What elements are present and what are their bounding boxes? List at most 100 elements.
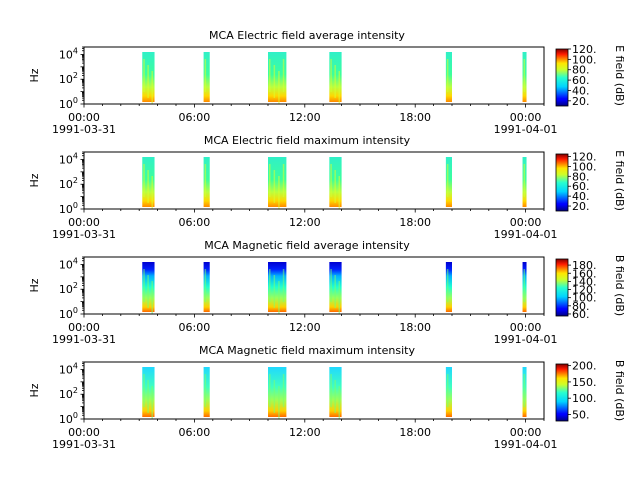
spectrogram-streak xyxy=(147,275,149,308)
colorbar xyxy=(555,363,569,422)
spectrogram-streak xyxy=(278,176,280,209)
spectrogram-streak xyxy=(151,281,153,314)
x-date-label: 1991-04-01 xyxy=(494,333,558,346)
colorbar xyxy=(555,153,569,212)
spectrogram-streak xyxy=(330,164,332,197)
colorbar-tick-label: 160. xyxy=(572,267,597,280)
spectrogram-streak xyxy=(147,170,149,203)
spectrogram-streak xyxy=(204,269,207,302)
panel-title: MCA Electric field maximum intensity xyxy=(204,134,411,147)
y-axis-label: Hz xyxy=(28,68,41,82)
spectrogram-block xyxy=(445,52,452,102)
spectrogram-streak xyxy=(330,269,332,302)
spectrogram-block xyxy=(142,52,155,104)
spectrogram-streak xyxy=(334,65,336,98)
spectrogram-block xyxy=(329,262,342,314)
colorbar-tick-label: 100. xyxy=(572,53,597,66)
spectrogram-streak xyxy=(446,164,449,197)
x-tick-label: 00:00 xyxy=(68,111,100,124)
x-tick-label: 12:00 xyxy=(289,216,321,229)
panel-2: MCA Electric field maximum intensity 100 1… xyxy=(28,134,626,241)
colorbar-tick-label: 40. xyxy=(572,190,590,203)
spectrogram-streak xyxy=(143,374,145,407)
spectrogram-block xyxy=(329,157,342,209)
colorbar-tick-label: 100. xyxy=(572,392,597,405)
spectrogram-streak xyxy=(338,386,341,419)
colorbar xyxy=(555,48,569,107)
x-date-label: 1991-03-31 xyxy=(52,333,116,346)
panel-4: MCA Magnetic field maximum intensity 100 1… xyxy=(28,344,626,451)
colorbar-tick-label: 200. xyxy=(572,360,597,373)
spectrogram-block xyxy=(522,367,527,417)
spectrogram-block xyxy=(142,157,155,209)
spectrogram-block xyxy=(203,262,210,312)
spectrogram-block xyxy=(268,367,287,419)
spectrogram-streak xyxy=(143,269,145,302)
x-tick-label: 18:00 xyxy=(399,216,431,229)
y-tick-label: 102 xyxy=(59,281,78,296)
spectrogram-streak xyxy=(143,164,145,197)
y-tick-label: 104 xyxy=(59,46,78,61)
spectrogram-cell xyxy=(268,157,287,207)
x-date-label: 1991-03-31 xyxy=(52,438,116,451)
x-tick-label: 06:00 xyxy=(179,426,211,439)
spectrogram-streak xyxy=(523,164,526,197)
y-tick-label: 104 xyxy=(59,256,78,271)
spectrogram-cell xyxy=(203,52,210,102)
spectrogram-cell xyxy=(445,262,452,312)
spectrogram-cell xyxy=(268,52,287,102)
colorbar-tick-label: 60. xyxy=(572,308,590,321)
x-tick-label: 00:00 xyxy=(510,216,542,229)
x-tick-label: 00:00 xyxy=(68,216,100,229)
spectrogram-streak xyxy=(269,164,271,197)
spectrogram-cell xyxy=(203,367,210,417)
spectrogram-streak xyxy=(273,275,276,308)
spectrogram-streak xyxy=(523,374,526,407)
colorbar-tick-label: 60. xyxy=(572,180,590,193)
spectrogram-streak xyxy=(143,59,145,92)
spectrogram-streak xyxy=(204,164,207,197)
spectrogram-streak xyxy=(338,176,341,209)
x-tick-label: 00:00 xyxy=(510,111,542,124)
colorbar xyxy=(555,258,569,317)
colorbar-label: B field (dB) xyxy=(613,255,626,316)
spectrogram-cell xyxy=(268,367,287,417)
spectrogram-streak xyxy=(282,374,285,407)
x-tick-label: 06:00 xyxy=(179,216,211,229)
colorbar-tick-label: 120. xyxy=(572,284,597,297)
colorbar-tick-label: 20. xyxy=(572,200,590,213)
spectrogram-streak xyxy=(334,275,336,308)
spectrogram-streak xyxy=(151,71,153,104)
x-tick-label: 18:00 xyxy=(399,111,431,124)
y-tick-label: 102 xyxy=(59,71,78,86)
spectrogram-block xyxy=(203,157,210,207)
spectrogram-streak xyxy=(446,269,449,302)
colorbar-tick-label: 80. xyxy=(572,300,590,313)
colorbar-tick-label: 100. xyxy=(572,160,597,173)
x-tick-label: 00:00 xyxy=(68,321,100,334)
spectrogram-streak xyxy=(334,170,336,203)
colorbar-tick-label: 180. xyxy=(572,259,597,272)
spectrogram-streak xyxy=(273,65,276,98)
spectrogram-cell xyxy=(203,157,210,207)
colorbar-label: B field (dB) xyxy=(613,360,626,421)
colorbar-tick-label: 50. xyxy=(572,408,590,421)
spectrogram-streak xyxy=(446,59,449,92)
spectrogram-streak xyxy=(269,374,271,407)
x-date-label: 1991-04-01 xyxy=(494,123,558,136)
x-tick-label: 00:00 xyxy=(510,426,542,439)
panel-3: MCA Magnetic field average intensity 100 1… xyxy=(28,239,626,346)
spectrogram-block xyxy=(268,157,287,209)
spectrogram-streak xyxy=(273,380,276,413)
colorbar-label: E field (dB) xyxy=(613,45,626,106)
spectrogram-streak xyxy=(282,269,285,302)
spectrogram-block xyxy=(522,52,527,102)
spectrogram-streak xyxy=(147,380,149,413)
x-tick-label: 06:00 xyxy=(179,321,211,334)
spectrogram-block xyxy=(329,52,342,104)
colorbar-tick-label: 40. xyxy=(572,84,590,97)
colorbar-tick-label: 100. xyxy=(572,292,597,305)
spectrogram-streak xyxy=(523,59,526,92)
x-date-label: 1991-04-01 xyxy=(494,438,558,451)
